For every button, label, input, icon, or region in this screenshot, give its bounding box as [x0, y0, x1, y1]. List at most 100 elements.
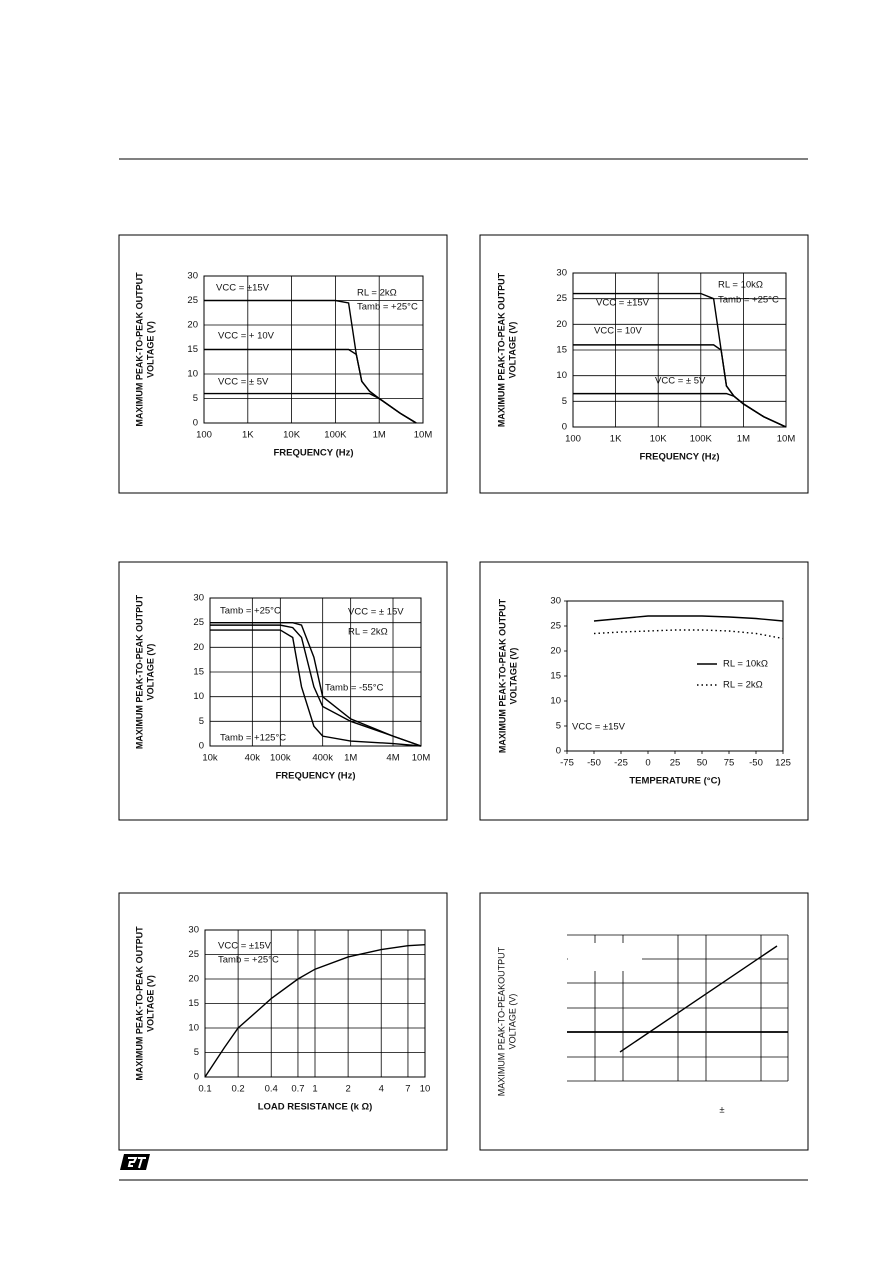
series-line [210, 624, 422, 747]
series-line [210, 621, 422, 747]
x-tick-label: 10K [650, 434, 668, 445]
x-tick-label: 125 [775, 758, 791, 769]
x-tick-label: 400k [312, 753, 333, 764]
x-tick-label: 1K [242, 430, 254, 441]
y-tick-label: 30 [188, 925, 199, 936]
y-axis-label: VOLTAGE (V) [145, 321, 155, 378]
series-line [204, 392, 417, 424]
annotation: VCC = ±15V [218, 941, 272, 952]
x-tick-label: 10M [414, 430, 433, 441]
x-axis-label: FREQUENCY (Hz) [273, 448, 353, 459]
legend-label: RL = 10kΩ [723, 659, 768, 670]
x-axis-label: LOAD RESISTANCE (k Ω) [258, 1102, 373, 1113]
x-tick-label: 1K [610, 434, 622, 445]
x-tick-label: 100 [565, 434, 581, 445]
series-line [593, 615, 784, 622]
y-tick-label: 0 [194, 1072, 199, 1083]
y-tick-label: 10 [187, 369, 198, 380]
x-tick-label: 1M [344, 753, 357, 764]
y-axis-label: VOLTAGE (V) [507, 322, 517, 379]
panel-frame [118, 561, 448, 821]
x-tick-label: 10K [283, 430, 301, 441]
x-tick-label: 1 [312, 1084, 317, 1095]
x-tick-label: 75 [724, 758, 735, 769]
y-tick-label: 25 [550, 621, 561, 632]
x-tick-label: 1M [737, 434, 750, 445]
x-tick-label: 10M [412, 753, 431, 764]
panel-frame [479, 892, 809, 1151]
x-axis-label: FREQUENCY (Hz) [639, 452, 719, 463]
annotation: VCC = + 10V [218, 331, 275, 342]
annotation: ± [719, 1105, 724, 1116]
annotation: VCC = ±15V [572, 722, 626, 733]
chart-panel: MAXIMUM PEAK-TO-PEAK OUTPUT VOLTAGE (V) VC… [479, 561, 809, 821]
x-tick-label: 2 [345, 1084, 350, 1095]
y-axis-label: MAXIMUM PEAK-TO-PEAK OUTPUT [134, 594, 144, 749]
y-tick-label: 25 [556, 293, 567, 304]
series-line [210, 629, 422, 747]
chart-panel: MAXIMUM PEAK-TO-PEAKOUTPUT VOLTAGE (V) ± [479, 892, 809, 1151]
annotation: VCC = ± 5V [218, 377, 269, 388]
series-line [593, 629, 784, 640]
y-tick-label: 5 [199, 716, 204, 727]
y-tick-label: 20 [556, 319, 567, 330]
annotation: Tamb = -55°C [325, 683, 384, 694]
y-tick-label: 10 [193, 691, 204, 702]
annotation: VCC = ±15V [216, 283, 270, 294]
x-tick-label: 10M [777, 434, 796, 445]
y-tick-label: 10 [550, 696, 561, 707]
y-tick-label: 15 [187, 344, 198, 355]
y-axis-label: VOLTAGE (V) [508, 648, 518, 705]
x-tick-label: 0 [645, 758, 650, 769]
x-tick-label: 100k [270, 753, 291, 764]
y-axis-label: MAXIMUM PEAK-TO-PEAK OUTPUT [496, 272, 506, 427]
annotation: Tamb = +25°C [220, 606, 281, 617]
y-tick-label: 20 [187, 320, 198, 331]
x-tick-label: 0.7 [291, 1084, 304, 1095]
y-tick-label: 5 [193, 393, 198, 404]
x-tick-label: 10 [420, 1084, 431, 1095]
chart-panel: MAXIMUM PEAK-TO-PEAK OUTPUT VOLTAGE (V) VC… [118, 892, 448, 1151]
chart-panel: MAXIMUM PEAK-TO-PEAK OUTPUT VOLTAGE (V) VC… [118, 234, 448, 494]
y-axis-label: MAXIMUM PEAK-TO-PEAK OUTPUT [134, 926, 144, 1081]
panel-frame [479, 561, 809, 821]
x-tick-label: 10k [202, 753, 218, 764]
x-tick-label: 0.4 [265, 1084, 278, 1095]
y-tick-label: 20 [188, 974, 199, 985]
y-tick-label: 20 [550, 646, 561, 657]
x-axis-label: TEMPERATURE (°C) [629, 776, 720, 787]
y-tick-label: 5 [194, 1047, 199, 1058]
x-tick-label: 100K [324, 430, 347, 441]
annotation: VCC = ± 15V [348, 607, 404, 618]
annotation: RL = 2kΩ [348, 627, 388, 638]
x-tick-label: 1M [373, 430, 386, 441]
y-axis-label: VOLTAGE (V) [145, 644, 155, 701]
y-tick-label: 20 [193, 642, 204, 653]
panel-frame [118, 234, 448, 494]
x-tick-label: 7 [405, 1084, 410, 1095]
x-tick-label: -75 [560, 758, 574, 769]
annotation: Tamb = +25°C [218, 955, 279, 966]
annotation: VCC = ± 5V [655, 376, 706, 387]
y-tick-label: 0 [193, 418, 198, 429]
y-tick-label: 30 [193, 593, 204, 604]
annotation: VCC = ±15V [596, 298, 650, 309]
panel-frame [479, 234, 809, 494]
x-tick-label: 40k [245, 753, 261, 764]
y-tick-label: 25 [188, 949, 199, 960]
x-tick-label: -50 [749, 758, 763, 769]
x-tick-label: 25 [670, 758, 681, 769]
series-line [573, 392, 787, 428]
annotation: Tamb = +125°C [220, 733, 286, 744]
x-tick-label: -25 [614, 758, 628, 769]
x-tick-label: 4M [386, 753, 399, 764]
y-tick-label: 15 [556, 345, 567, 356]
panel-frame [118, 892, 448, 1151]
y-tick-label: 15 [188, 998, 199, 1009]
y-tick-label: 30 [556, 268, 567, 279]
chart-panel: MAXIMUM PEAK-TO-PEAK OUTPUT VOLTAGE (V) RL… [479, 234, 809, 494]
y-tick-label: 15 [550, 671, 561, 682]
y-tick-label: 10 [556, 370, 567, 381]
